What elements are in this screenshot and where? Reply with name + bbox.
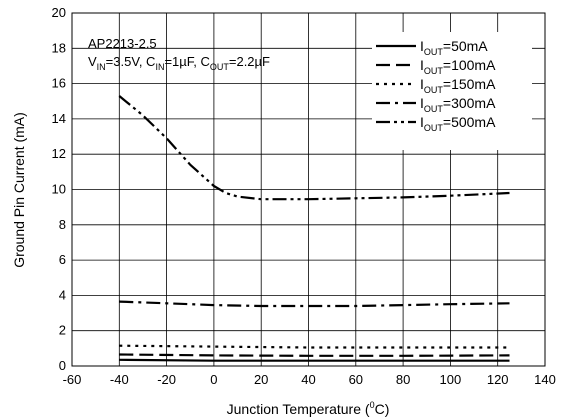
legend-box bbox=[372, 32, 532, 150]
y-tick-label-6: 12 bbox=[52, 146, 66, 161]
annotation-line1: AP2213-2.5 bbox=[88, 36, 157, 51]
x-tick-label-7: 80 bbox=[396, 372, 410, 387]
series-line-3 bbox=[119, 300, 510, 308]
legend-label-0: IOUT=50mA bbox=[420, 38, 488, 57]
annotation-line2: VIN=3.5V, CIN=1µF, COUT=2.2µF bbox=[88, 54, 270, 72]
series-line-4 bbox=[118, 95, 510, 201]
y-tick-label-10: 20 bbox=[52, 5, 66, 20]
plot-frame bbox=[71, 12, 546, 367]
x-tick-label-2: -20 bbox=[157, 372, 176, 387]
grid-lines bbox=[72, 13, 545, 366]
x-tick-label-6: 60 bbox=[349, 372, 363, 387]
series-line-2 bbox=[119, 344, 510, 349]
y-tick-label-3: 6 bbox=[59, 252, 66, 267]
x-tick-label-1: -40 bbox=[110, 372, 129, 387]
y-tick-labels: 0 2 4 6 8 10 12 14 16 18 20 bbox=[52, 5, 66, 373]
series-line-0 bbox=[119, 358, 510, 362]
series-lines bbox=[118, 95, 510, 362]
y-tick-label-5: 10 bbox=[52, 182, 66, 197]
legend-label-4: IOUT=500mA bbox=[420, 114, 496, 133]
x-tick-label-5: 40 bbox=[301, 372, 315, 387]
y-tick-label-4: 8 bbox=[59, 217, 66, 232]
legend: IOUT=50mAIOUT=100mAIOUT=150mAIOUT=300mAI… bbox=[372, 32, 532, 150]
x-tick-labels: -60 -40 -20 0 20 40 60 80 100 120 140 bbox=[63, 372, 556, 387]
x-tick-label-4: 20 bbox=[254, 372, 268, 387]
x-tick-label-0: -60 bbox=[63, 372, 82, 387]
series-line-1 bbox=[119, 353, 510, 357]
x-tick-label-3: 0 bbox=[210, 372, 217, 387]
y-tick-label-8: 16 bbox=[52, 76, 66, 91]
legend-label-2: IOUT=150mA bbox=[420, 76, 496, 95]
y-tick-label-0: 0 bbox=[59, 358, 66, 373]
x-axis-label: Junction Temperature (0C) bbox=[227, 400, 390, 417]
y-tick-label-7: 14 bbox=[52, 111, 66, 126]
legend-label-3: IOUT=300mA bbox=[420, 95, 496, 114]
x-tick-label-8: 100 bbox=[440, 372, 462, 387]
x-tick-label-9: 120 bbox=[487, 372, 509, 387]
y-tick-label-2: 4 bbox=[59, 287, 66, 302]
y-tick-label-9: 18 bbox=[52, 40, 66, 55]
y-axis-label: Ground Pin Current (mA) bbox=[11, 112, 27, 268]
y-tick-label-1: 2 bbox=[59, 323, 66, 338]
legend-label-1: IOUT=100mA bbox=[420, 57, 496, 76]
x-tick-label-10: 140 bbox=[534, 372, 556, 387]
